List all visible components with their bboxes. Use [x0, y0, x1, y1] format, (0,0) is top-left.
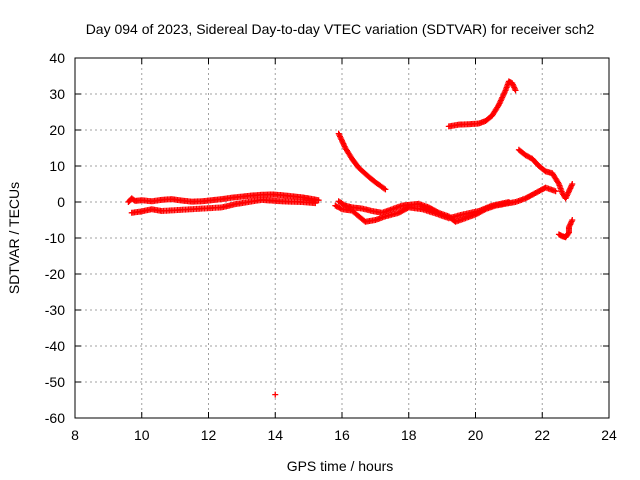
y-tick-label: -20: [45, 266, 65, 282]
y-tick-label: -40: [45, 338, 65, 354]
y-tick-label: 10: [49, 158, 65, 174]
data-point: [382, 186, 389, 193]
x-tick-label: 10: [134, 427, 150, 443]
x-tick-labels: 8 10 12 14 16 18 20 22 24: [71, 427, 617, 443]
chart-title: Day 094 of 2023, Sidereal Day-to-day VTE…: [86, 21, 595, 37]
grid: [75, 58, 609, 418]
y-tick-label: -30: [45, 302, 65, 318]
y-axis-label: SDTVAR / TECUs: [6, 182, 22, 294]
y-tick-label: -10: [45, 230, 65, 246]
x-tick-label: 12: [201, 427, 217, 443]
x-tick-label: 16: [334, 427, 350, 443]
series-right-tail: [555, 217, 576, 241]
y-tick-label: 0: [57, 194, 65, 210]
y-tick-label: -50: [45, 374, 65, 390]
data-point: [552, 188, 559, 195]
data-point: [312, 200, 319, 207]
y-tick-label: 30: [49, 86, 65, 102]
series-mid-trace-lower: [332, 199, 512, 225]
x-tick-label: 14: [267, 427, 283, 443]
x-axis-label: GPS time / hours: [287, 458, 394, 474]
x-tick-label: 22: [534, 427, 550, 443]
series-outlier: [272, 391, 279, 398]
series-descending-arc: [335, 130, 389, 193]
x-tick-label: 8: [71, 427, 79, 443]
series-right-descending: [515, 146, 576, 202]
y-tick-labels: -60 -50 -40 -30 -20 -10 0 10 20 30 40: [45, 50, 65, 426]
x-tick-label: 24: [601, 427, 617, 443]
data-point: [272, 391, 279, 398]
data-point: [569, 217, 576, 223]
y-tick-label: -60: [45, 410, 65, 426]
x-tick-label: 18: [401, 427, 417, 443]
data-point: [512, 87, 519, 94]
data-point: [315, 197, 322, 204]
data-point: [505, 199, 512, 205]
series-main-trace: [125, 191, 322, 205]
data-point: [569, 181, 576, 187]
data-point: [337, 205, 344, 212]
data-points: [125, 78, 576, 398]
series-upper-arc: [445, 78, 519, 130]
y-tick-label: 20: [49, 122, 65, 138]
x-tick-label: 20: [468, 427, 484, 443]
plot-frame: [74, 57, 610, 419]
series-main-trace-lower: [128, 196, 319, 216]
data-point: [381, 185, 388, 192]
y-tick-label: 40: [49, 50, 65, 66]
